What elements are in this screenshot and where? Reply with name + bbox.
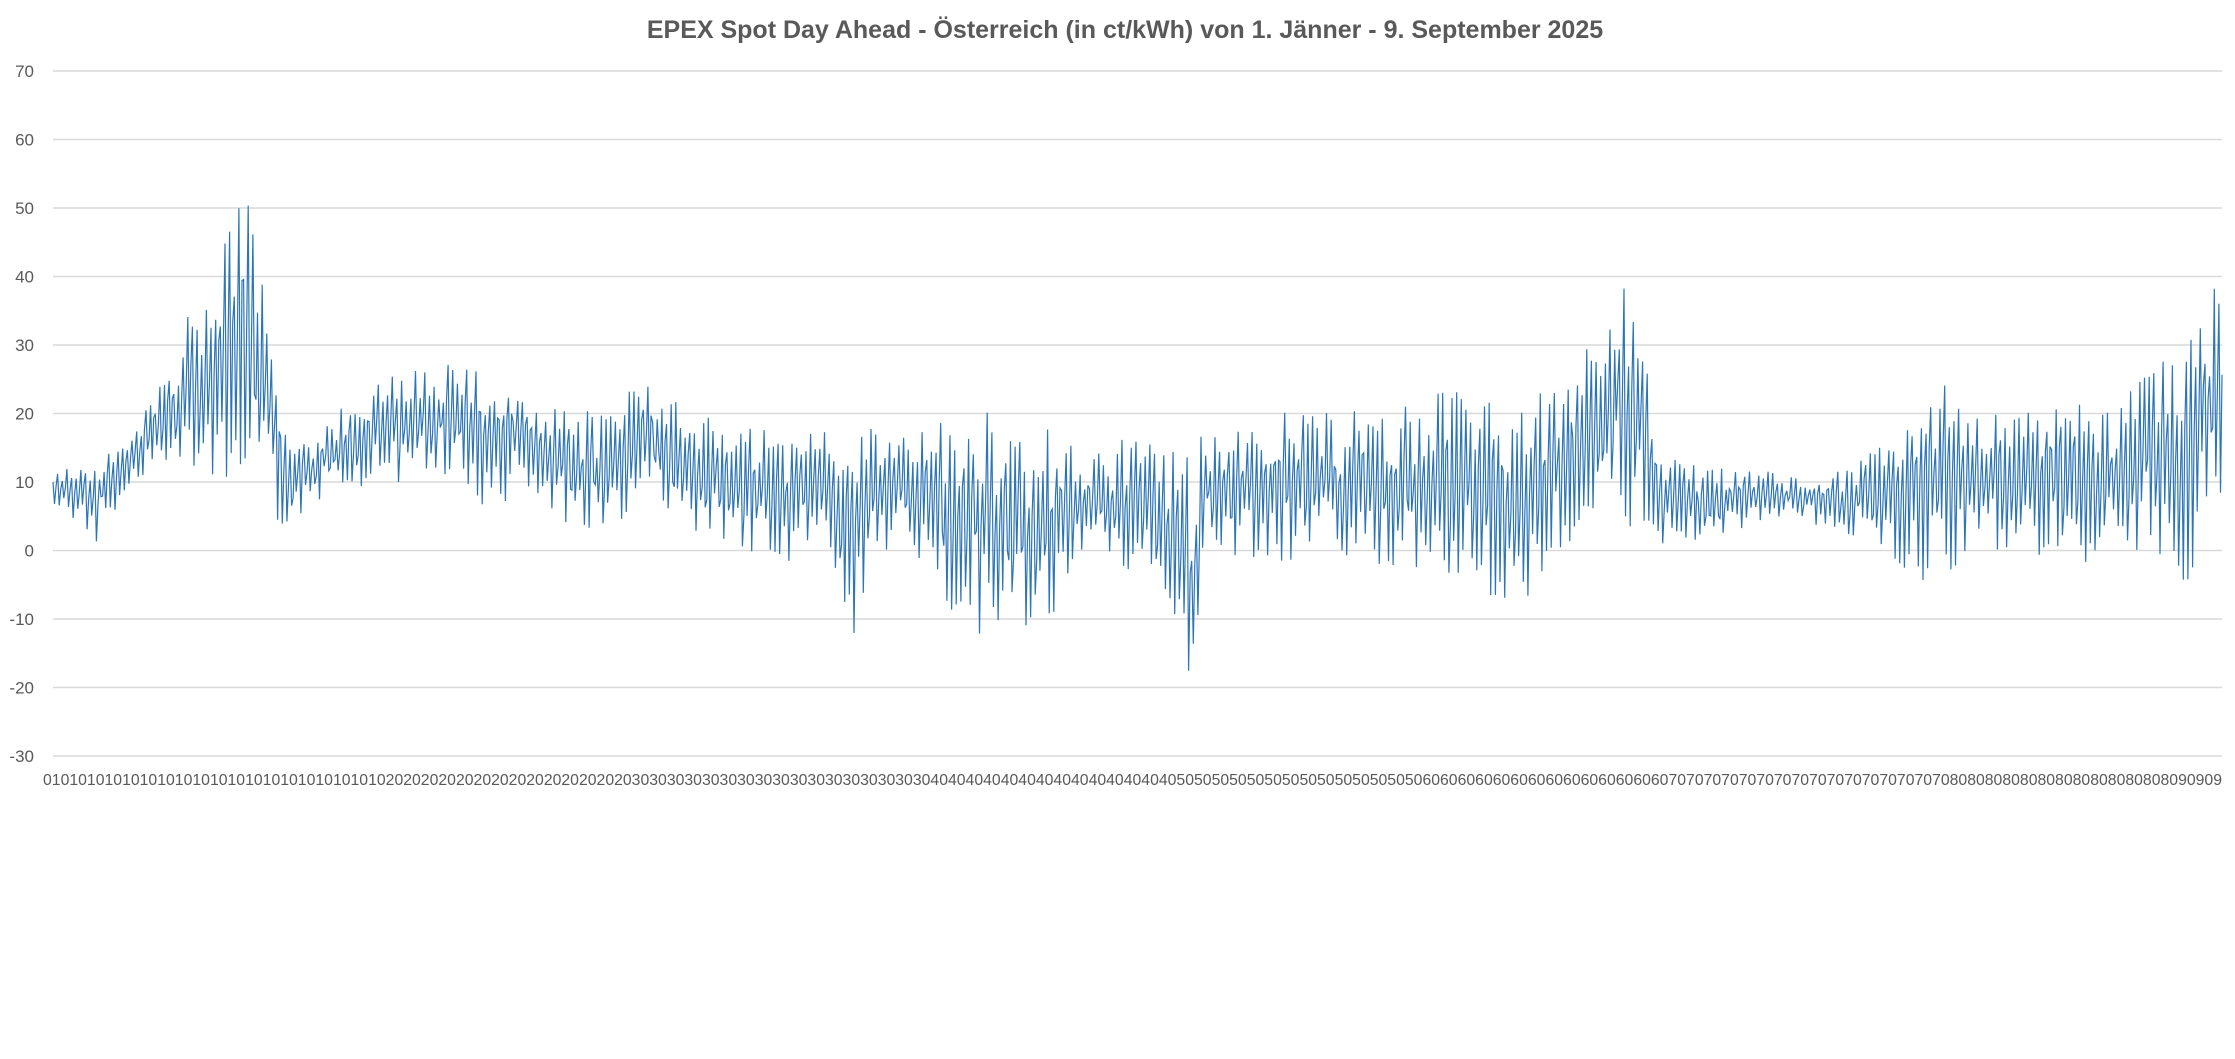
y-tick-label: -30 [9, 747, 34, 766]
y-tick-label: 30 [15, 336, 34, 355]
plot-area [52, 205, 2223, 671]
chart-title: EPEX Spot Day Ahead - Österreich (in ct/… [647, 15, 1603, 44]
y-tick-label: 50 [15, 199, 34, 218]
y-tick-label: 10 [15, 473, 34, 492]
y-axis: 70 60 50 40 30 20 10 0 -10 -20 -30 [9, 62, 34, 766]
y-tick-label: -10 [9, 610, 34, 629]
y-tick-label: 20 [15, 405, 34, 424]
y-tick-label: 40 [15, 268, 34, 287]
y-tick-label: -20 [9, 679, 34, 698]
y-tick-label: 70 [15, 62, 34, 81]
x-axis-tick-labels: 0101010101010101010101010101010101010102… [43, 772, 2222, 789]
y-tick-label: 0 [25, 542, 34, 561]
price-series-line [52, 205, 2223, 671]
y-tick-label: 60 [15, 131, 34, 150]
